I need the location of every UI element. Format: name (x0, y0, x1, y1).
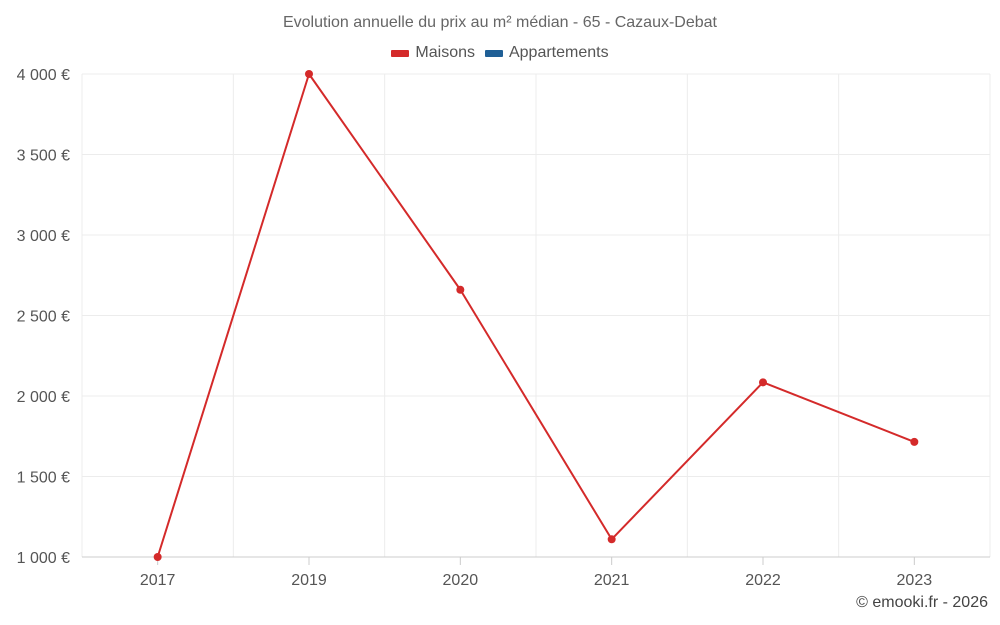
x-tick-label: 2019 (291, 572, 327, 589)
data-point (607, 535, 616, 544)
y-tick-label: 2 000 € (17, 389, 70, 406)
data-point (759, 378, 767, 387)
legend-label-appartements: Appartements (508, 44, 609, 61)
y-tick-label: 4 000 € (17, 67, 70, 84)
x-tick-label: 2017 (140, 572, 176, 589)
legend-label-maisons: Maisons (415, 44, 475, 61)
y-tick-label: 3 000 € (17, 228, 70, 245)
data-point (305, 70, 313, 78)
legend-item-appartements[interactable]: Appartements (484, 44, 609, 62)
y-tick-label: 3 500 € (17, 148, 70, 165)
credit-text: © emooki.fr - 2026 (856, 594, 988, 611)
y-tick-label: 1 500 € (17, 470, 70, 487)
series-layer (153, 70, 919, 561)
legend: Maisons Appartements (0, 44, 1000, 62)
grid (81, 73, 991, 558)
y-tick-label: 2 500 € (17, 309, 70, 326)
x-tick-label: 2022 (745, 572, 781, 589)
legend-swatch-appartements (484, 49, 503, 57)
axes: 1 000 € 1 500 € 2 000 € 2 500 € 3 000 € 3 500… (17, 67, 990, 589)
x-tick-label: 2023 (897, 572, 933, 589)
chart-title: Evolution annuelle du prix au m² médian … (282, 14, 717, 31)
x-tick-label: 2020 (443, 572, 479, 589)
data-point (456, 285, 465, 294)
series-line-maisons (156, 73, 915, 558)
y-tick-label: 1 000 € (17, 550, 70, 567)
data-point (910, 437, 919, 446)
data-point (153, 553, 162, 561)
legend-swatch-maisons (391, 49, 410, 57)
legend-item-maisons[interactable]: Maisons (391, 44, 475, 62)
x-tick-label: 2021 (594, 572, 630, 589)
